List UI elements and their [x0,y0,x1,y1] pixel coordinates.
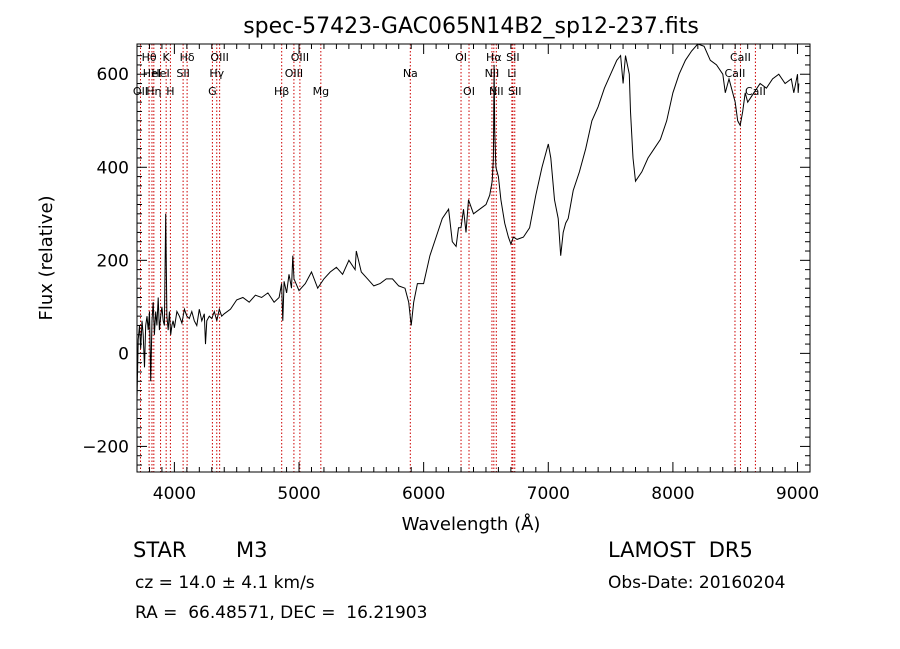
line-marker-label-6: H [166,85,174,98]
y-axis-label: Flux (relative) [36,195,57,320]
line-marker-label-2: HeI [143,67,161,80]
y-tick-label-1: 0 [118,344,129,364]
survey-name: LAMOST DR5 [608,538,753,562]
line-marker-label-4: HeI [151,67,169,80]
spectrum-line [136,43,800,400]
line-marker-label-11: OIII [210,51,228,64]
line-marker-label-5: K [163,51,171,64]
line-marker-label-12: Hβ [274,85,289,98]
line-marker-label-16: Na [403,67,418,80]
x-tick-label-2: 6000 [402,484,445,504]
y-axis-ticks: −200 0 200 400 600 [82,45,810,466]
x-tick-label-4: 8000 [651,484,694,504]
line-marker-label-21: NII [489,85,504,98]
line-marker-label-22: Li [507,67,516,80]
y-tick-label-0: −200 [82,437,129,457]
x-axis-ticks: 4000 5000 6000 7000 8000 9000 [136,44,819,504]
line-marker-label-20: Hα [486,51,502,64]
sky-coordinates: RA = 66.48571, DEC = 16.21903 [135,603,428,623]
line-marker-label-1: Hθ [142,51,157,64]
line-marker-label-9: G [208,85,217,98]
redshift-value: cz = 14.0 ± 4.1 km/s [135,573,315,593]
line-marker-label-19: NII [485,67,500,80]
line-marker-label-25: CaII [725,67,746,80]
x-axis-label: Wavelength (Å) [402,513,541,535]
line-marker-label-3: Hη [146,85,161,98]
line-marker-label-15: Mg [313,85,329,98]
observation-date: Obs-Date: 20160204 [608,573,786,593]
chart-title: spec-57423-GAC065N14B2_sp12-237.fits [243,14,699,39]
y-tick-label-3: 400 [97,158,129,178]
line-marker-label-10: Hγ [209,67,224,80]
x-tick-label-5: 9000 [776,484,819,504]
emission-line-markers [139,44,756,472]
y-tick-label-2: 200 [97,251,129,271]
line-marker-label-7: SII [176,67,189,80]
emission-line-labels: OIIHθHeIHηHeIKHSIIHδGHγOIIIHβOIIIOIIIMgN… [133,51,766,98]
object-subclass: M3 [236,538,268,562]
line-marker-label-17: OI [455,51,467,64]
line-marker-label-26: CaII [730,51,751,64]
line-marker-label-18: OI [463,85,475,98]
line-marker-label-14: OIII [291,51,309,64]
x-tick-label-3: 7000 [527,484,570,504]
plot-frame [136,43,811,473]
line-marker-label-23: SII [506,51,519,64]
x-tick-label-1: 5000 [277,484,320,504]
line-marker-label-24: SII [508,85,521,98]
line-marker-label-8: Hδ [180,51,195,64]
x-tick-label-0: 4000 [153,484,196,504]
line-marker-label-27: CaII [745,85,766,98]
line-marker-label-13: OIII [285,67,303,80]
object-class: STAR [133,538,187,562]
y-tick-label-4: 600 [97,65,129,85]
